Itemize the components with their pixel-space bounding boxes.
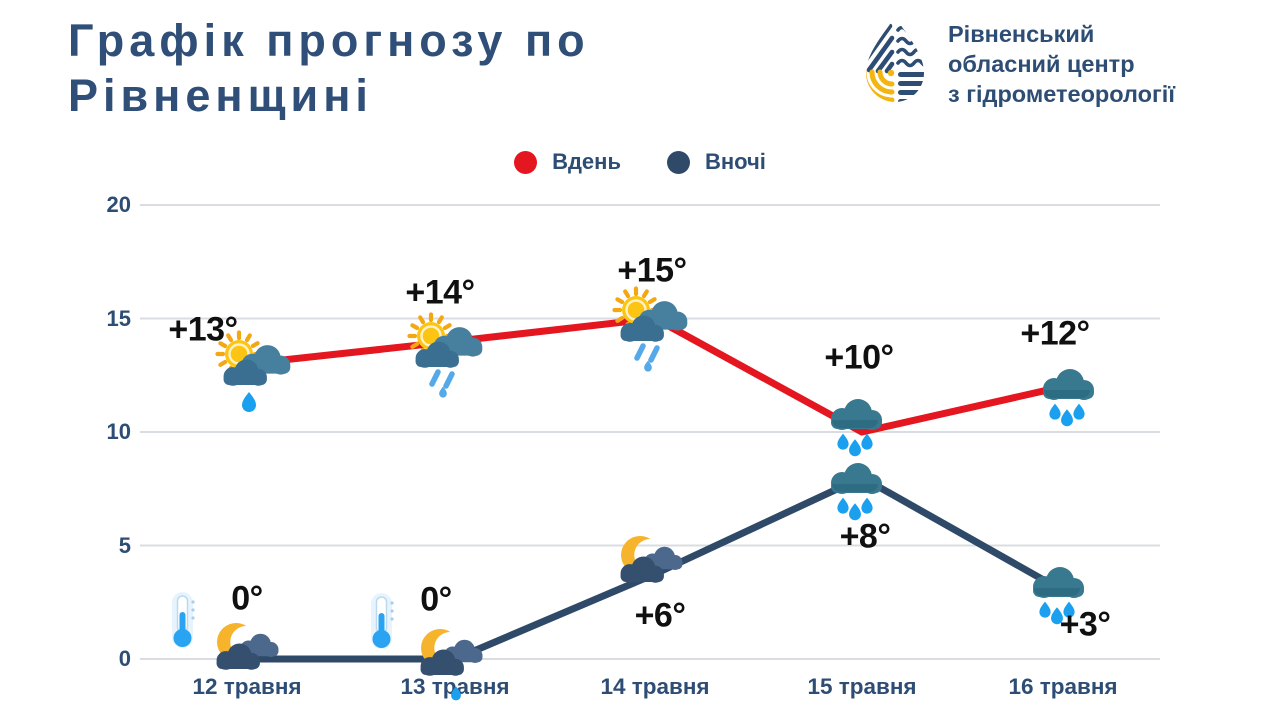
- org-name-line1: Рівненський: [948, 21, 1095, 47]
- day-series-dot-icon: [514, 150, 538, 174]
- page-title-line1: Графік прогнозу по: [68, 15, 590, 66]
- x-axis-label: 12 травня: [192, 674, 302, 699]
- x-axis-label: 16 травня: [1008, 674, 1118, 699]
- night-temp-label: 0°: [420, 580, 452, 619]
- x-axis-label: 15 травня: [807, 674, 917, 699]
- org-name-line3: з гідрометеорології: [948, 80, 1175, 107]
- night-temp-label: +6°: [634, 596, 686, 635]
- org-name: Рівненський обласний центр з гідрометеор…: [948, 16, 1175, 110]
- moon-cloud-icon: [200, 604, 296, 700]
- legend-item-night: Вночі: [666, 149, 766, 175]
- org-logo: Рівненський обласний центр з гідрометеор…: [856, 16, 1175, 110]
- night-temp-label: 0°: [231, 579, 263, 618]
- org-name-line2: обласний центр: [948, 50, 1135, 77]
- legend-item-day: Вдень: [514, 149, 621, 175]
- y-axis-tick: 10: [106, 419, 131, 444]
- y-axis-tick: 15: [106, 305, 131, 331]
- day-temp-label: +14°: [405, 273, 475, 312]
- y-axis-tick: 0: [118, 646, 131, 671]
- y-axis-tick: 20: [106, 192, 131, 217]
- night-series-dot-icon: [666, 150, 690, 174]
- org-logo-droplet-icon: [866, 23, 924, 102]
- sun-cloud-drop-icon: [205, 322, 301, 418]
- chart-legend: Вдень Вночі: [0, 149, 1280, 175]
- cloud-rain-icon: [807, 376, 903, 472]
- legend-label-day: Вдень: [552, 149, 621, 174]
- day-temp-label: +12°: [1020, 314, 1090, 353]
- day-temp-label: +10°: [824, 338, 894, 377]
- moon-cloud-icon: [604, 517, 700, 613]
- legend-label-night: Вночі: [704, 149, 766, 174]
- sun-cloud-rain-icon: [602, 278, 698, 374]
- x-axis-label: 14 травня: [600, 674, 710, 699]
- page-title-line2: Рівненщині: [68, 69, 373, 121]
- moon-cloud-rain-icon: [404, 610, 500, 706]
- cloud-rain-icon: [1019, 346, 1115, 442]
- thermometer-icon: [333, 579, 429, 675]
- thermometer-icon: [134, 578, 230, 674]
- day-temp-label: +15°: [617, 251, 687, 290]
- cloud-rain-icon: [807, 440, 903, 536]
- cloud-rain-icon: [1009, 544, 1105, 640]
- sun-cloud-rain-icon: [397, 304, 493, 400]
- y-axis-tick: 5: [118, 532, 131, 558]
- page-title: Графік прогнозу по Рівненщині: [68, 14, 590, 124]
- day-temp-label: +13°: [168, 310, 238, 349]
- night-temp-label: +8°: [839, 517, 891, 556]
- night-temp-label: +3°: [1059, 605, 1111, 644]
